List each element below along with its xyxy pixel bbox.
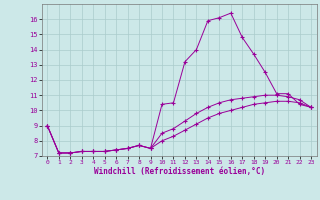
X-axis label: Windchill (Refroidissement éolien,°C): Windchill (Refroidissement éolien,°C)	[94, 167, 265, 176]
